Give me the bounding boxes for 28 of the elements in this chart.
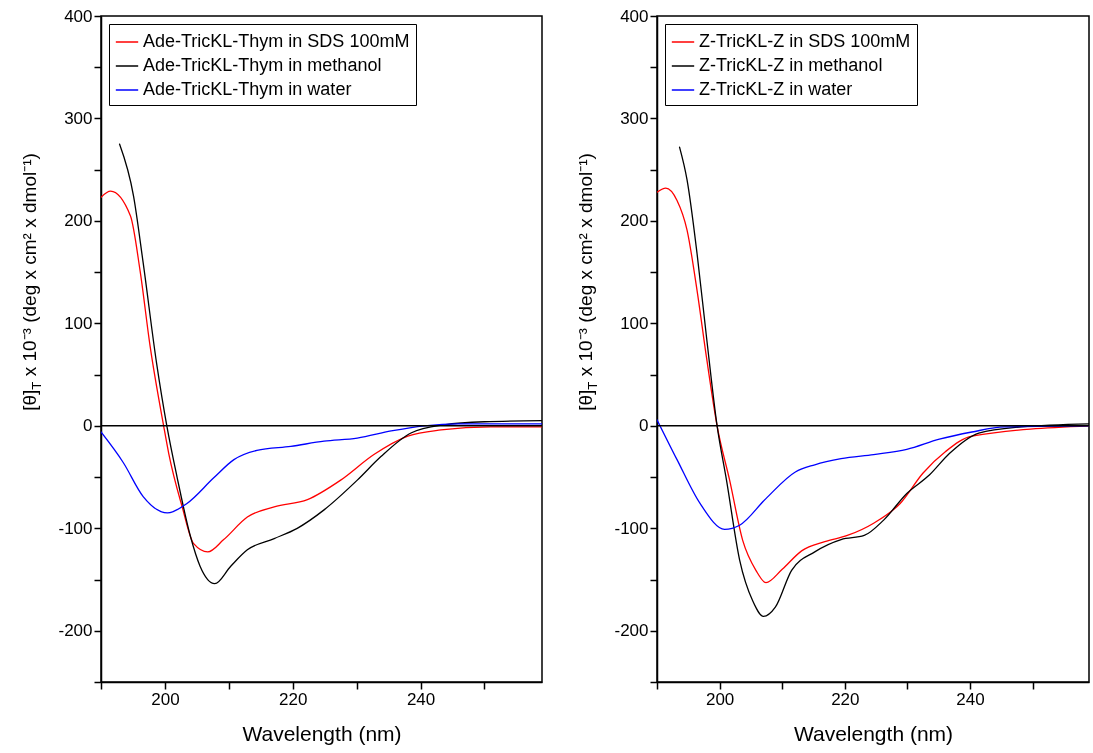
legend-label: Z-TricKL-Z in SDS 100mM (699, 31, 911, 51)
x-tick-label: 200 (151, 689, 180, 709)
y-tick-label: 300 (620, 108, 649, 128)
x-axis-title: Wavelength (nm) (242, 721, 402, 745)
y-tick-label: 300 (64, 108, 93, 128)
legend-label: Ade-TricKL-Thym in methanol (143, 55, 382, 75)
y-tick-label: -200 (614, 621, 649, 641)
legend-label: Z-TricKL-Z in methanol (699, 55, 883, 75)
y-tick-label: 100 (64, 313, 93, 333)
x-tick-label: 240 (956, 689, 985, 709)
y-tick-label: 100 (620, 313, 649, 333)
legend-label: Ade-TricKL-Thym in water (143, 79, 352, 99)
legend-label: Ade-TricKL-Thym in SDS 100mM (143, 31, 410, 51)
legend-label: Z-TricKL-Z in water (699, 79, 853, 99)
x-tick-label: 220 (279, 689, 308, 709)
y-tick-label: 400 (620, 6, 649, 26)
x-tick-label: 240 (406, 689, 436, 709)
x-axis-title: Wavelength (nm) (793, 721, 954, 745)
y-tick-label: -100 (614, 518, 649, 538)
y-tick-label: 0 (83, 416, 93, 436)
y-tick-label: -200 (58, 621, 93, 641)
y-tick-label: 400 (64, 6, 93, 26)
y-tick-label: 200 (620, 211, 649, 231)
x-tick-label: 200 (705, 689, 735, 709)
y-tick-label: 0 (639, 416, 649, 436)
y-tick-label: -100 (58, 518, 93, 538)
x-tick-label: 220 (831, 689, 860, 709)
y-tick-label: 200 (64, 211, 93, 231)
